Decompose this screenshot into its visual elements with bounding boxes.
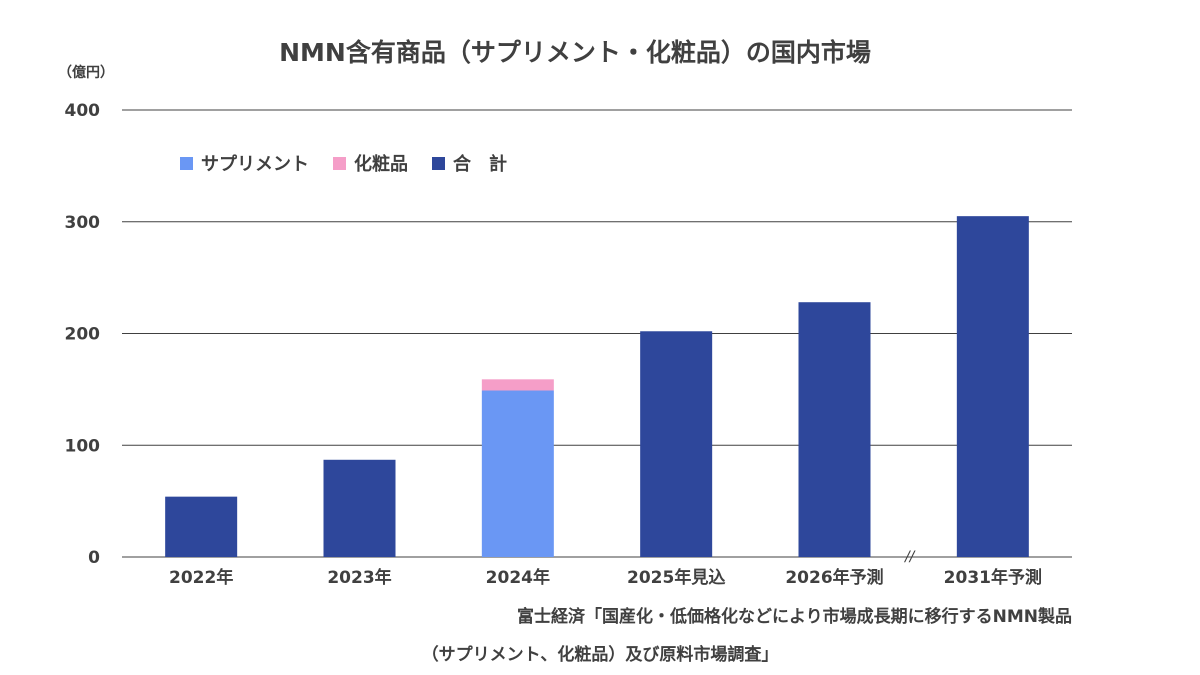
axis-break-mark: //	[903, 549, 916, 565]
x-tick-label-0: 2022年	[169, 567, 233, 588]
x-tick-label-5: 2031年予測	[944, 567, 1042, 588]
y-tick-label-200: 200	[65, 325, 101, 345]
bar-0-2	[481, 390, 554, 557]
bar-2-1	[323, 459, 396, 557]
y-tick-label-300: 300	[65, 213, 101, 233]
x-tick-label-4: 2026年予測	[785, 567, 883, 588]
chart-title: NMN含有商品（サプリメント・化粧品）の国内市場	[279, 38, 871, 67]
y-tick-label-0: 0	[88, 548, 100, 568]
bar-2-4	[798, 302, 871, 557]
legend-label-supplement: サプリメント	[201, 154, 309, 175]
legend-item-total: 合 計	[432, 150, 507, 176]
legend-label-cosmetics: 化粧品	[354, 154, 408, 175]
source-line-1: 富士経済「国産化・低価格化などにより市場成長期に移行するNMN製品	[516, 607, 1072, 627]
bar-2-0	[165, 496, 238, 557]
x-tick-label-1: 2023年	[327, 567, 391, 588]
y-axis-unit: （億円）	[58, 65, 114, 81]
bar-2-3	[640, 331, 713, 557]
legend-swatch-total	[432, 156, 445, 170]
y-tick-label-100: 100	[65, 436, 101, 456]
bar-2-5	[956, 216, 1029, 557]
legend-swatch-cosmetics	[333, 156, 346, 170]
legend-swatch-supplement	[180, 156, 193, 170]
y-tick-label-400: 400	[65, 101, 101, 121]
x-tick-label-3: 2025年見込	[627, 567, 725, 588]
legend-label-total: 合 計	[453, 154, 507, 175]
source-line-2: （サプリメント、化粧品）及び原料市場調査」	[421, 645, 779, 665]
legend-item-cosmetics: 化粧品	[333, 150, 408, 176]
bar-1-2	[481, 379, 554, 391]
legend-item-supplement: サプリメント	[180, 150, 309, 176]
legend: サプリメント 化粧品 合 計	[180, 150, 531, 176]
x-tick-label-2: 2024年	[486, 567, 550, 588]
